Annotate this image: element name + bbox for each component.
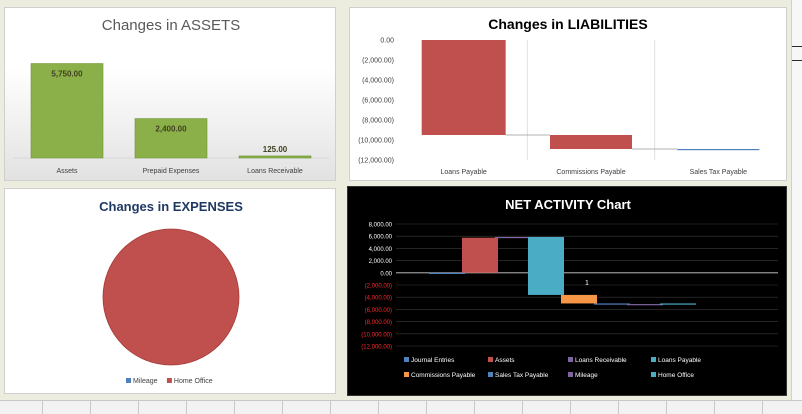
- net-legend-label: Mileage: [575, 372, 598, 379]
- edge-tick: [792, 60, 802, 61]
- grid-line: [330, 401, 331, 414]
- net-legend-swatch: [404, 357, 409, 362]
- grid-line: [138, 401, 139, 414]
- grid-line: [282, 401, 283, 414]
- net-y-tick-label: (12,000.00): [361, 345, 392, 351]
- net-legend-label: Home Office: [658, 372, 694, 379]
- grid-line: [42, 401, 43, 414]
- grid-line: [570, 401, 571, 414]
- assets-data-label: 5,750.00: [51, 70, 83, 79]
- assets-chart: Changes in ASSETS 5,750.00 Assets 2,400.00…: [13, 17, 329, 175]
- expenses-pie-slice: [102, 228, 240, 366]
- grid-line: [474, 401, 475, 414]
- worksheet-cell-strip: [0, 400, 802, 414]
- assets-category-label: Loans Receivable: [247, 168, 303, 175]
- net-legend-label: Commissions Payable: [411, 372, 476, 379]
- assets-category-label: Assets: [56, 168, 78, 175]
- grid-line: [762, 401, 763, 414]
- net-legend-swatch: [568, 372, 573, 377]
- net-y-tick-label: (2,000.00): [365, 284, 392, 290]
- liabilities-category-label: Loans Payable: [441, 169, 487, 176]
- liabilities-category-label: Commissions Payable: [556, 169, 625, 176]
- net-legend-label: Journal Entries: [411, 357, 455, 364]
- net-legend-swatch: [568, 357, 573, 362]
- grid-line: [666, 401, 667, 414]
- liabilities-bar: [550, 135, 632, 149]
- net-bar: [660, 303, 696, 305]
- net-bar: [627, 304, 663, 306]
- net-legend-swatch: [488, 357, 493, 362]
- worksheet-right-edge: [791, 0, 802, 400]
- net-bar: [594, 303, 630, 305]
- assets-chart-title: Changes in ASSETS: [102, 17, 240, 34]
- liabilities-y-tick-label: (2,000.00): [362, 58, 394, 65]
- liabilities-y-tick-label: (10,000.00): [358, 138, 394, 145]
- liabilities-y-tick-label: 0.00: [380, 38, 394, 45]
- grid-line: [234, 401, 235, 414]
- grid-line: [618, 401, 619, 414]
- net-legend-swatch: [651, 357, 656, 362]
- expenses-legend-swatch: [166, 378, 172, 383]
- net-bar: [462, 237, 498, 273]
- grid-line: [714, 401, 715, 414]
- net-legend-swatch: [404, 372, 409, 377]
- assets-data-label: 2,400.00: [155, 125, 187, 134]
- net-y-tick-label: (4,000.00): [365, 296, 392, 302]
- net-bar: [429, 272, 465, 274]
- net-annotation-label: 1: [585, 280, 589, 287]
- expenses-chart: Changes in EXPENSES Mileage Home Office: [99, 199, 243, 385]
- assets-chart-panel: Changes in ASSETS 5,750.00 Assets 2,400.00…: [4, 7, 336, 181]
- net-y-tick-label: (8,000.00): [365, 320, 392, 326]
- liabilities-chart-title: Changes in LIABILITIES: [488, 16, 647, 32]
- net-legend-label: Assets: [495, 357, 515, 364]
- net-y-tick-label: 8,000.00: [369, 223, 393, 229]
- liabilities-bar: [421, 40, 506, 135]
- expenses-chart-title: Changes in EXPENSES: [99, 199, 243, 214]
- net-y-tick-label: 6,000.00: [369, 235, 393, 241]
- assets-bar: [30, 63, 104, 159]
- net-y-tick-label: 0.00: [380, 271, 392, 277]
- assets-bar: [134, 118, 208, 159]
- liabilities-y-tick-label: (12,000.00): [358, 158, 394, 165]
- net-legend-label: Sales Tax Payable: [495, 372, 549, 379]
- liabilities-y-tick-label: (6,000.00): [362, 98, 394, 105]
- edge-tick: [792, 46, 802, 47]
- net-y-tick-label: (10,000.00): [361, 332, 392, 338]
- net-legend-label: Loans Payable: [658, 357, 701, 364]
- liabilities-category-label: Sales Tax Payable: [690, 169, 748, 176]
- net-legend-swatch: [488, 372, 493, 377]
- liabilities-chart-panel: Changes in LIABILITIES 0.00 (2,000.00) (4,…: [349, 7, 787, 181]
- grid-line: [522, 401, 523, 414]
- grid-line: [90, 401, 91, 414]
- liabilities-chart: Changes in LIABILITIES 0.00 (2,000.00) (4,…: [358, 16, 760, 176]
- net-legend-label: Loans Receivable: [575, 357, 627, 364]
- assets-bar: [238, 155, 312, 159]
- net-activity-chart-panel: NET ACTIVITY Chart 8,000.00 6,000.00 4,000…: [347, 186, 787, 396]
- net-y-tick-label: 2,000.00: [369, 259, 393, 265]
- expenses-chart-panel: Changes in EXPENSES Mileage Home Office: [4, 188, 336, 394]
- net-bar: [528, 236, 564, 295]
- assets-data-label: 125.00: [263, 145, 288, 154]
- net-y-tick-label: 4,000.00: [369, 247, 393, 253]
- net-bar: [561, 294, 597, 304]
- liabilities-y-tick-label: (8,000.00): [362, 118, 394, 125]
- grid-line: [378, 401, 379, 414]
- net-y-tick-label: (6,000.00): [365, 308, 392, 314]
- expenses-legend-label: Home Office: [174, 378, 213, 385]
- grid-line: [186, 401, 187, 414]
- expenses-legend-swatch: [126, 378, 131, 383]
- expenses-legend-label: Mileage: [133, 378, 158, 385]
- grid-line: [426, 401, 427, 414]
- net-activity-chart: NET ACTIVITY Chart 8,000.00 6,000.00 4,000…: [361, 197, 778, 379]
- liabilities-y-tick-label: (4,000.00): [362, 78, 394, 85]
- net-legend-swatch: [651, 372, 656, 377]
- assets-category-label: Prepaid Expenses: [143, 168, 200, 175]
- net-activity-chart-title: NET ACTIVITY Chart: [505, 197, 631, 212]
- net-bar: [495, 236, 531, 239]
- liabilities-bar: [677, 149, 760, 151]
